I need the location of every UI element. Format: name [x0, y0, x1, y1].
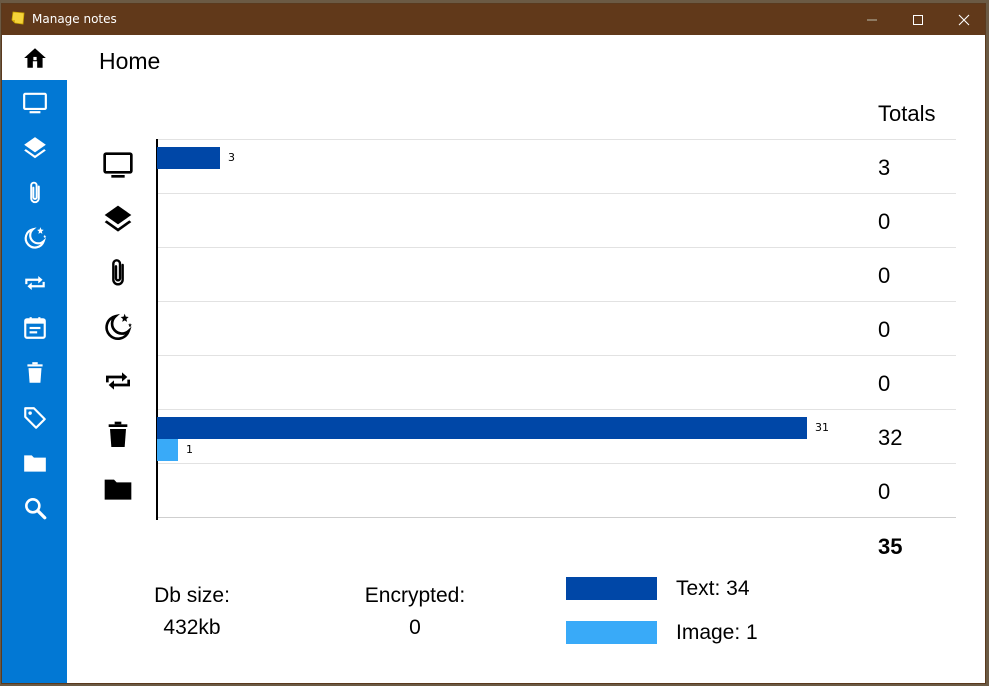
row-total: 3: [878, 155, 891, 180]
bar-image: [157, 439, 178, 461]
totals-header: Totals: [878, 101, 936, 126]
sidebar-item-screen[interactable]: [2, 80, 67, 125]
sidebar-item-trash[interactable]: [2, 350, 67, 395]
monitor-icon: [22, 92, 47, 113]
chart-gridline: [158, 301, 956, 302]
row-repeat: [101, 364, 135, 398]
bar-value-label: 1: [186, 443, 193, 456]
chart-gridline: [158, 193, 956, 194]
moon-stars-icon: [24, 226, 46, 249]
encrypted-label: Encrypted:: [364, 584, 466, 607]
tag-icon: [23, 406, 46, 429]
sidebar-item-folders[interactable]: [2, 440, 67, 485]
grand-total: 35: [878, 534, 903, 559]
db-size-label: Db size:: [154, 584, 230, 607]
paperclip-icon: [112, 259, 124, 286]
paperclip-icon: [29, 181, 40, 203]
row-layers: [101, 202, 135, 236]
repeat-icon: [106, 372, 130, 390]
home-icon: [23, 47, 46, 68]
bar-value-label: 3: [228, 151, 235, 164]
title-bar[interactable]: Manage notes: [2, 4, 985, 35]
bar-text: [157, 147, 220, 169]
close-icon: [958, 14, 970, 25]
sidebar-item-attachments[interactable]: [2, 170, 67, 215]
search-icon: [24, 497, 46, 519]
row-total: 0: [878, 479, 891, 504]
minimize-icon: [867, 19, 877, 20]
window-title: Manage notes: [32, 12, 117, 26]
sticky-note-app-icon: [11, 11, 25, 25]
legend-label-text: Text: 34: [676, 577, 750, 600]
layers-icon: [23, 136, 46, 158]
row-total: 0: [878, 371, 891, 396]
folder-icon: [23, 454, 46, 472]
sidebar-item-layers[interactable]: [2, 125, 67, 170]
repeat-icon: [24, 275, 45, 290]
sidebar: [2, 35, 67, 683]
row-total: 0: [878, 263, 891, 288]
legend-label-image: Image: 1: [676, 621, 758, 644]
sidebar-item-calendar[interactable]: [2, 305, 67, 350]
chart-gridline: [158, 409, 956, 410]
close-button[interactable]: [941, 4, 985, 35]
sidebar-item-search[interactable]: [2, 485, 67, 530]
trash-icon: [26, 361, 43, 383]
row-moon-stars: [101, 310, 135, 344]
chart-axis: [156, 139, 158, 520]
legend-swatch-text: [566, 577, 657, 600]
chart-gridline: [158, 247, 956, 248]
app-window: Manage notes: [1, 3, 986, 684]
maximize-button[interactable]: [895, 4, 941, 35]
row-total: 32: [878, 425, 903, 450]
chart-gridline: [158, 139, 956, 140]
sidebar-item-night[interactable]: [2, 215, 67, 260]
monitor-icon: [103, 152, 133, 178]
bar-value-label: 31: [815, 421, 829, 434]
sidebar-item-recurring[interactable]: [2, 260, 67, 305]
encrypted-value: 0: [409, 616, 421, 639]
maximize-icon: [913, 14, 923, 25]
chart-gridline: [158, 517, 956, 518]
moon-stars-icon: [105, 313, 132, 341]
row-total: 0: [878, 317, 891, 342]
minimize-button[interactable]: [849, 4, 895, 35]
row-paperclip: [101, 256, 135, 290]
layers-icon: [104, 205, 132, 232]
sidebar-item-tags[interactable]: [2, 395, 67, 440]
calendar-note-icon: [23, 316, 46, 339]
chart-gridline: [158, 355, 956, 356]
sidebar-item-home[interactable]: [2, 35, 67, 80]
row-trash: [101, 418, 135, 452]
row-total: 0: [878, 209, 891, 234]
bar-text: [157, 417, 807, 439]
trash-icon: [108, 421, 128, 447]
folder-icon: [104, 479, 132, 500]
legend-swatch-image: [566, 621, 657, 644]
chart-gridline: [158, 463, 956, 464]
row-monitor: [101, 148, 135, 182]
row-folder: [101, 472, 135, 506]
db-size-value: 432kb: [163, 616, 221, 639]
page-title: Home: [99, 48, 161, 74]
